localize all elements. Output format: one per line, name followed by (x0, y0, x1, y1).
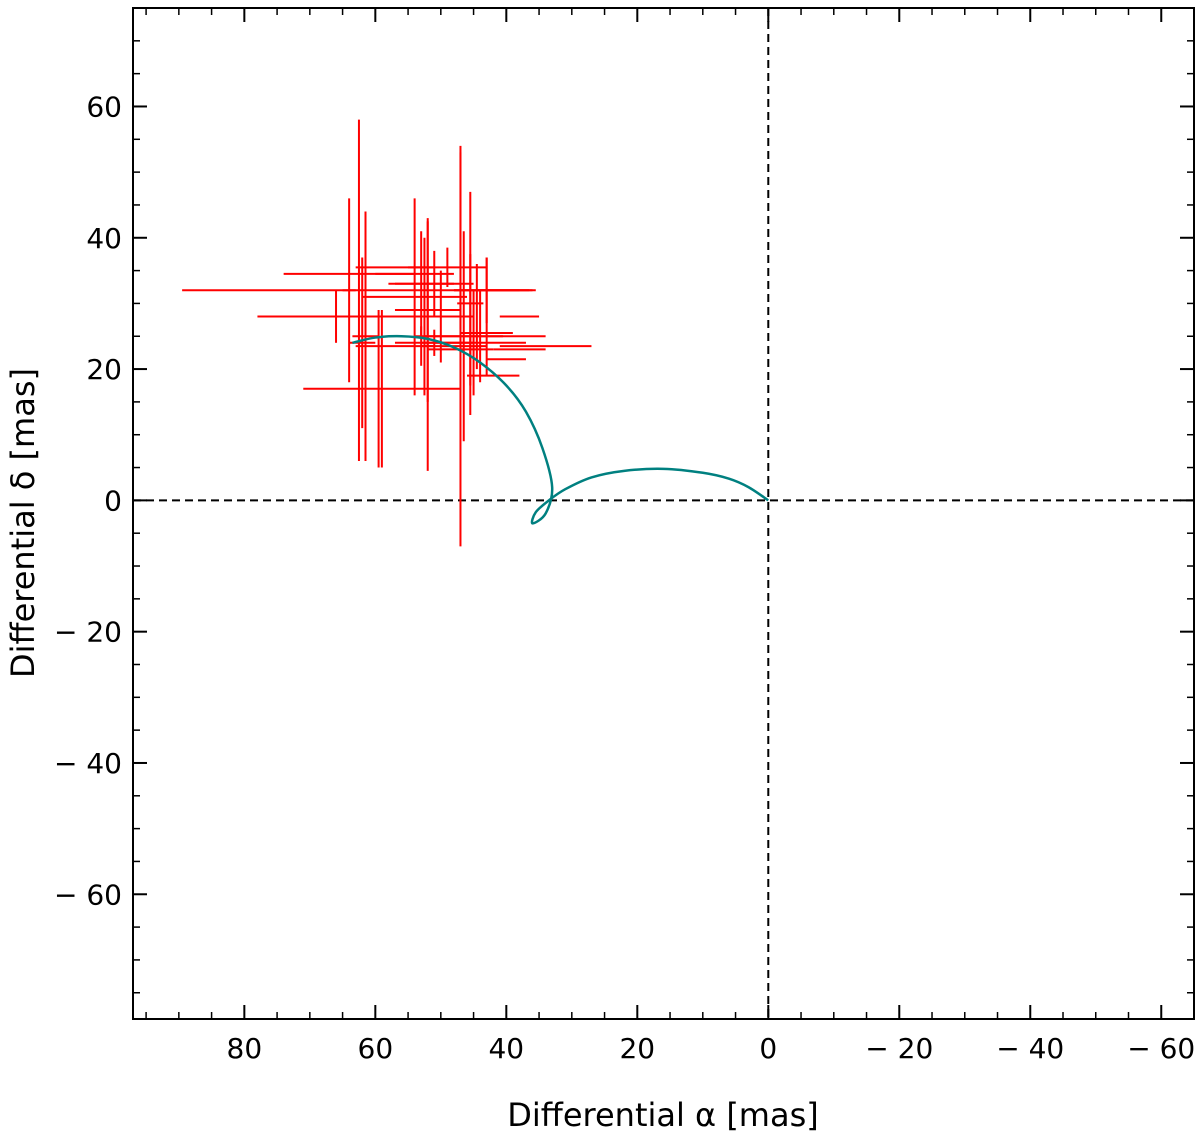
model-orbit (352, 334, 769, 525)
data-point (421, 221, 435, 471)
x-tick-label: 20 (619, 1032, 655, 1065)
y-tick-label: − 60 (54, 878, 122, 911)
data-point (408, 270, 474, 363)
y-tick-label: 40 (86, 222, 122, 255)
y-tick-label: 60 (86, 90, 122, 123)
tick-labels: 80 60 40 20 0 − 20 − 40 − 60 60 40 20 0 − 20 − 40 − 60 (54, 90, 1195, 1065)
model-orbit-line (352, 334, 769, 525)
data-point (421, 290, 526, 396)
x-tick-label: 80 (227, 1032, 263, 1065)
y-tick-label: 0 (104, 484, 122, 517)
x-axis-label: Differential α [mas] (507, 1096, 818, 1134)
y-tick-label: − 40 (54, 747, 122, 780)
data-point (408, 247, 487, 288)
x-tick-label: 40 (488, 1032, 524, 1065)
x-tick-label: − 40 (996, 1032, 1064, 1065)
measurement-errorbars (182, 119, 592, 547)
y-tick-label: 20 (86, 353, 122, 386)
x-tick-label: 0 (759, 1032, 777, 1065)
reference-lines (133, 8, 1194, 1019)
data-point (394, 250, 474, 317)
y-tick-label: − 20 (54, 616, 122, 649)
data-point (352, 211, 379, 461)
data-point (362, 198, 468, 396)
x-tick-label: 60 (358, 1032, 394, 1065)
data-point (303, 309, 461, 468)
plot-frame (132, 7, 1195, 1020)
data-point (414, 290, 546, 383)
x-tick-label: − 60 (1127, 1032, 1195, 1065)
y-axis-label: Differential δ [mas] (4, 368, 42, 678)
x-tick-label: − 20 (865, 1032, 933, 1065)
data-point (342, 198, 356, 383)
axis-ticks (133, 7, 1195, 1019)
